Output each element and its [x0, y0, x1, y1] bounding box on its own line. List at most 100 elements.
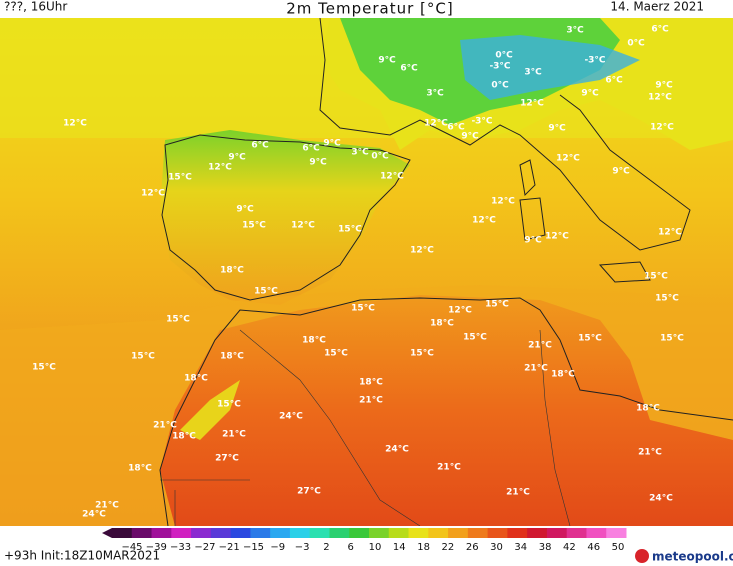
temperature-label: 12°C — [448, 306, 472, 316]
temperature-label: 9°C — [236, 205, 254, 215]
africa — [160, 295, 733, 526]
temperature-label: 21°C — [638, 448, 662, 458]
temperature-label: 15°C — [655, 294, 679, 304]
temperature-label: 0°C — [371, 152, 389, 162]
temperature-label: 9°C — [461, 132, 479, 142]
colorbar-segment — [448, 528, 469, 538]
temperature-label: 9°C — [655, 81, 673, 91]
temperature-label: 21°C — [153, 421, 177, 431]
colorbar-segment — [250, 528, 271, 538]
temperature-label: 12°C — [648, 93, 672, 103]
temperature-label: 15°C — [410, 349, 434, 359]
temperature-label: 9°C — [524, 236, 542, 246]
colorbar-segment — [210, 528, 232, 538]
header-title: 2m Temperatur [°C] — [286, 0, 454, 18]
temperature-label: 6°C — [400, 64, 418, 74]
temperature-label: 15°C — [485, 300, 509, 310]
atlas — [180, 380, 240, 440]
colorbar-segment — [289, 528, 311, 538]
colorbar-segment — [487, 528, 508, 538]
temperature-label: 12°C — [650, 123, 674, 133]
temperature-label: 15°C — [254, 287, 278, 297]
temperature-label: 12°C — [410, 246, 434, 256]
header-left: ???, 16Uhr — [4, 0, 67, 14]
colorbar-tick-label: −15 — [243, 542, 264, 553]
temperature-label: 6°C — [605, 76, 623, 86]
temperature-label: 15°C — [463, 333, 487, 343]
temperature-label: 3°C — [566, 26, 584, 36]
colorbar-segment — [349, 528, 370, 538]
temperature-label: 18°C — [220, 266, 244, 276]
colorbar-tick-label: 26 — [466, 542, 479, 553]
colorbar-segment — [507, 528, 528, 538]
colorbar-tick-label: 10 — [369, 542, 382, 553]
colorbar-segment — [546, 528, 568, 538]
colorbar-segment — [171, 528, 192, 538]
colorbar-segment — [428, 528, 449, 538]
colorbar: −45 −39 −33 −27 −21 −15 −9 −3 2 6 10 14 18 22 26 30 34 38… — [102, 528, 627, 553]
header-date: 14. Maerz 2021 — [610, 0, 704, 14]
temperature-label: 9°C — [548, 124, 566, 134]
temperature-label: 18°C — [636, 404, 660, 414]
temperature-label: 9°C — [228, 153, 246, 163]
colorbar-tick-label: 38 — [539, 542, 552, 553]
colorbar-tick-label: 34 — [514, 542, 527, 553]
temperature-label: 12°C — [472, 216, 496, 226]
colorbar-segment — [586, 528, 607, 538]
temperature-label: 18°C — [359, 378, 383, 388]
colorbar-segment — [309, 528, 330, 538]
temperature-label: 15°C — [166, 315, 190, 325]
colorbar-segment — [606, 528, 627, 538]
temperature-label: 6°C — [651, 25, 669, 35]
colorbar-segment — [191, 528, 212, 538]
temperature-label: 9°C — [309, 158, 327, 168]
temperature-label: 0°C — [491, 81, 509, 91]
temperature-label: 15°C — [338, 225, 362, 235]
temperature-label: 21°C — [524, 364, 548, 374]
logo: meteopool.org — [652, 550, 733, 564]
map — [0, 17, 733, 527]
temperature-label: 12°C — [63, 119, 87, 129]
colorbar-segment — [112, 528, 133, 538]
colorbar-segment — [230, 528, 251, 538]
temperature-label: -3°C — [584, 56, 605, 66]
temperature-label: 9°C — [612, 167, 630, 177]
temperature-label: 24°C — [279, 412, 303, 422]
colorbar-tick-label: 46 — [587, 542, 600, 553]
temperature-label: 0°C — [495, 51, 513, 61]
temperature-label: 27°C — [297, 487, 321, 497]
temperature-label: 12°C — [208, 163, 232, 173]
temperature-label: 18°C — [430, 319, 454, 329]
africa-coast — [159, 297, 733, 527]
iberia-coast — [161, 134, 411, 301]
alps-coldest — [460, 35, 640, 100]
temperature-label: 15°C — [351, 304, 375, 314]
footer-run: +93h Init:18Z10MAR2021 — [4, 549, 160, 563]
temperature-labels: 12°C12°C15°C9°C12°C6°C 6°C 9°C9°C3°C 0°C12°… — [32, 25, 684, 520]
header-bar — [0, 0, 733, 18]
colorbar-segment — [369, 528, 390, 538]
temperature-label: 9°C — [323, 139, 341, 149]
temperature-label: 18°C — [184, 374, 208, 384]
logo-icon — [635, 549, 649, 563]
europe-coast — [319, 17, 691, 251]
temperature-label: 21°C — [506, 488, 530, 498]
colorbar-segment — [527, 528, 548, 538]
temperature-label: 18°C — [302, 336, 326, 346]
temperature-label: 15°C — [242, 221, 266, 231]
islands — [519, 159, 651, 283]
temperature-label: 9°C — [581, 89, 599, 99]
colorbar-tick-label: 50 — [612, 542, 625, 553]
temperature-label: 12°C — [491, 197, 515, 207]
temperature-label: 15°C — [578, 334, 602, 344]
temperature-label: 15°C — [168, 173, 192, 183]
temperature-label: 15°C — [644, 272, 668, 282]
colorbar-segment — [388, 528, 410, 538]
temperature-label: 24°C — [385, 445, 409, 455]
temperature-label: 12°C — [424, 119, 448, 129]
temperature-label: 21°C — [222, 430, 246, 440]
temperature-label: 18°C — [220, 352, 244, 362]
colorbar-segment — [131, 528, 153, 538]
temperature-label: 24°C — [649, 494, 673, 504]
